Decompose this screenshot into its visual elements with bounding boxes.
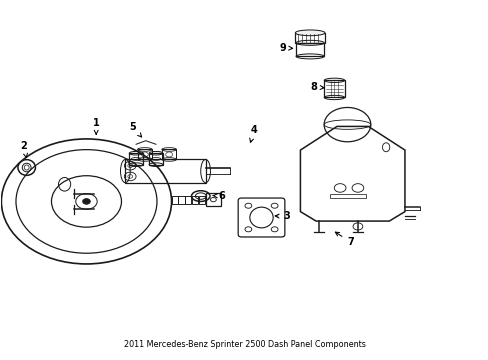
Text: 4: 4 — [249, 125, 257, 142]
Bar — [205, 193, 221, 206]
Bar — [162, 149, 176, 159]
Bar — [192, 196, 198, 203]
Text: 1: 1 — [93, 118, 100, 134]
Text: 8: 8 — [309, 82, 324, 92]
Bar — [185, 196, 191, 203]
Bar — [324, 80, 344, 98]
Text: 9: 9 — [279, 43, 292, 53]
Ellipse shape — [295, 30, 325, 36]
Bar — [149, 153, 163, 165]
Bar — [295, 43, 324, 57]
Bar — [295, 33, 325, 43]
Bar — [329, 194, 366, 198]
Bar — [178, 196, 184, 203]
Text: 7: 7 — [335, 232, 353, 247]
Text: 3: 3 — [275, 211, 289, 221]
Bar — [199, 196, 204, 203]
Circle shape — [82, 199, 90, 204]
Text: 5: 5 — [129, 122, 142, 137]
Bar — [171, 196, 178, 203]
Bar — [125, 159, 205, 183]
Text: 6: 6 — [213, 191, 225, 201]
Bar — [129, 153, 142, 165]
Text: 2011 Mercedes-Benz Sprinter 2500 Dash Panel Components: 2011 Mercedes-Benz Sprinter 2500 Dash Pa… — [123, 340, 365, 349]
Bar — [137, 149, 152, 159]
Text: 2: 2 — [20, 141, 27, 158]
